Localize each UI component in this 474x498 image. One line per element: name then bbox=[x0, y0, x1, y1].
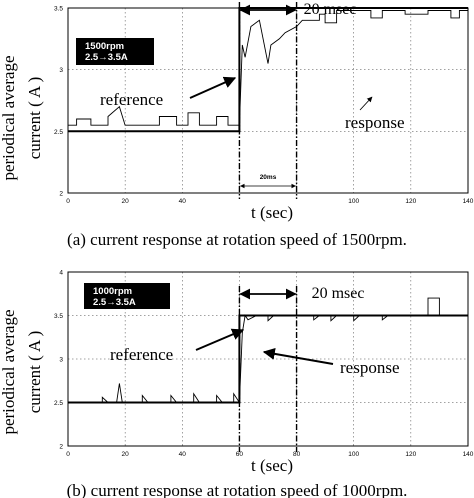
chart2-reference-annotation: reference bbox=[110, 345, 173, 364]
chart2-info-box-line: 2.5→3.5A bbox=[93, 297, 136, 308]
chart2-reference-arrow bbox=[195, 328, 245, 351]
chart2-caption: (b) current response at rotation speed o… bbox=[67, 481, 408, 498]
chart1-reference-arrow bbox=[189, 76, 237, 99]
chart2-y-tick-label: 3 bbox=[59, 357, 63, 364]
chart2-x-tick-label: 120 bbox=[405, 451, 416, 458]
chart1-interval-label: 20 msec bbox=[304, 1, 357, 18]
chart1-series-reference-line bbox=[68, 7, 468, 133]
chart1-caption: (a) current response at rotation speed o… bbox=[67, 230, 407, 249]
chart1-x-tick-label: 0 bbox=[66, 198, 70, 205]
chart1-x-axis-label: t (sec) bbox=[251, 203, 293, 222]
chart2-x-tick-label: 20 bbox=[122, 451, 130, 458]
chart1-x-tick-label: 100 bbox=[348, 198, 359, 205]
chart2-response-annotation: response bbox=[340, 358, 399, 377]
chart2-interval-label: 20 msec bbox=[312, 285, 365, 302]
chart1-x-tick-label: 120 bbox=[405, 198, 416, 205]
chart1-x-tick-label: 140 bbox=[463, 198, 474, 205]
chart2-y-tick-label: 2 bbox=[59, 444, 63, 451]
chart1-y-tick-label: 2.5 bbox=[54, 129, 63, 136]
chart2-x-tick-label: 40 bbox=[179, 451, 187, 458]
chart2-x-tick-label: 0 bbox=[66, 451, 70, 458]
chart2-x-tick-label: 100 bbox=[348, 451, 359, 458]
chart1-y-tick-label: 2 bbox=[59, 191, 63, 198]
chart1-response-arrow bbox=[359, 96, 373, 111]
chart2-plot-frame bbox=[67, 271, 469, 447]
chart1-reference-annotation: reference bbox=[100, 90, 163, 109]
chart1-y-axis-label: current ( A ) bbox=[25, 77, 44, 160]
chart2-info-box-line: 1000rpm bbox=[93, 286, 132, 297]
chart1-y-tick-label: 3.5 bbox=[54, 6, 63, 13]
chart2-series-response-line bbox=[68, 297, 468, 404]
chart2-x-tick-label: 140 bbox=[463, 451, 474, 458]
chart2-y-tick-label: 3.5 bbox=[54, 313, 63, 320]
chart1-info-box-line: 1500rpm bbox=[85, 41, 124, 52]
chart2-response-arrow bbox=[262, 347, 334, 365]
chart1-info-box-line: 2.5→3.5A bbox=[85, 52, 128, 63]
chart2-info-box bbox=[84, 283, 170, 309]
chart2-y-axis-label: current ( A ) bbox=[25, 331, 44, 414]
chart2-x-tick-label: 80 bbox=[293, 451, 301, 458]
chart1-response-annotation: response bbox=[345, 113, 404, 132]
chart2-x-axis-label: t (sec) bbox=[251, 456, 293, 475]
chart1-y-tick-label: 3 bbox=[59, 67, 63, 74]
chart1-series-response-line bbox=[68, 10, 468, 126]
chart1-x-tick-label: 40 bbox=[179, 198, 187, 205]
chart2-y-axis-label: periodical average bbox=[0, 309, 18, 434]
chart2-x-tick-label: 60 bbox=[236, 451, 244, 458]
chart1-info-box bbox=[76, 38, 154, 65]
chart1-y-axis-label: periodical average bbox=[0, 55, 18, 180]
chart1-x-tick-label: 20 bbox=[122, 198, 130, 205]
chart2-y-tick-label: 4 bbox=[59, 270, 63, 277]
chart1-small-interval-label: 20ms bbox=[260, 174, 277, 181]
chart2-y-tick-label: 2.5 bbox=[54, 400, 63, 407]
